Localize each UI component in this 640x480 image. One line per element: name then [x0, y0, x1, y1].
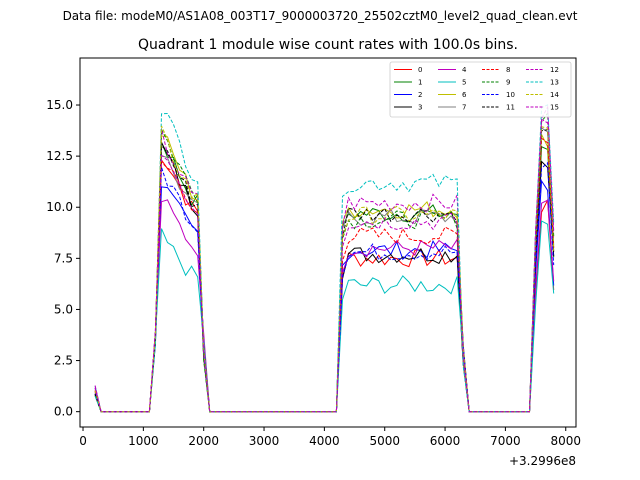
legend-label-3: 3 — [418, 104, 422, 112]
x-tick-label: 2000 — [188, 434, 219, 448]
series-line-4 — [94, 199, 555, 413]
series-line-3 — [94, 142, 555, 413]
y-tick-label: 5.0 — [54, 302, 73, 316]
y-tick-label: 7.5 — [54, 251, 73, 265]
series-line-14 — [94, 125, 555, 413]
axes-frame — [79, 57, 577, 428]
legend-label-0: 0 — [418, 66, 422, 74]
legend-label-15: 15 — [550, 104, 559, 112]
series-line-10 — [94, 161, 555, 413]
legend-label-12: 12 — [550, 66, 559, 74]
legend-box — [389, 61, 572, 118]
legend-label-7: 7 — [462, 104, 466, 112]
legend-label-4: 4 — [462, 66, 467, 74]
x-tick-label: 8000 — [550, 434, 581, 448]
legend-label-2: 2 — [418, 91, 422, 99]
legend-label-1: 1 — [418, 79, 422, 87]
legend-label-5: 5 — [462, 79, 466, 87]
series-line-13 — [94, 104, 555, 413]
series-line-0 — [94, 158, 555, 413]
y-tick-label: 12.5 — [46, 149, 73, 163]
y-tick-label: 0.0 — [54, 405, 73, 419]
x-tick-label: 5000 — [369, 434, 400, 448]
series-line-7 — [94, 126, 555, 413]
x-tick-label: 7000 — [490, 434, 521, 448]
x-offset-label: +3.2996e8 — [509, 454, 576, 468]
series-line-11 — [94, 129, 555, 413]
x-tick-label: 0 — [79, 434, 87, 448]
series-line-8 — [94, 137, 555, 413]
legend-label-14: 14 — [550, 91, 559, 99]
series-line-1 — [94, 142, 555, 413]
y-tick-label: 10.0 — [46, 200, 73, 214]
x-tick-label: 1000 — [128, 434, 159, 448]
legend-label-13: 13 — [550, 79, 559, 87]
series-line-2 — [94, 179, 555, 413]
series-line-5 — [94, 220, 555, 413]
series-layer — [94, 104, 555, 413]
data-file-suptitle: Data file: modeM0/AS1A08_003T17_90000037… — [63, 9, 578, 23]
legend-label-10: 10 — [506, 91, 515, 99]
legend-label-6: 6 — [462, 91, 467, 99]
ticks-layer: 0 1000 2000 3000 4000 5000 6000 7000 8000 0.0 2.5 5… — [46, 98, 581, 448]
y-tick-label: 15.0 — [46, 98, 73, 112]
legend-label-8: 8 — [506, 66, 510, 74]
x-tick-label: 3000 — [249, 434, 280, 448]
series-line-9 — [94, 111, 555, 413]
series-line-15 — [94, 105, 555, 413]
legend-label-9: 9 — [506, 79, 510, 87]
legend-label-11: 11 — [506, 104, 515, 112]
chart-title: Quadrant 1 module wise count rates with … — [138, 37, 518, 53]
y-tick-label: 2.5 — [54, 354, 73, 368]
x-tick-label: 6000 — [430, 434, 461, 448]
x-tick-label: 4000 — [309, 434, 340, 448]
